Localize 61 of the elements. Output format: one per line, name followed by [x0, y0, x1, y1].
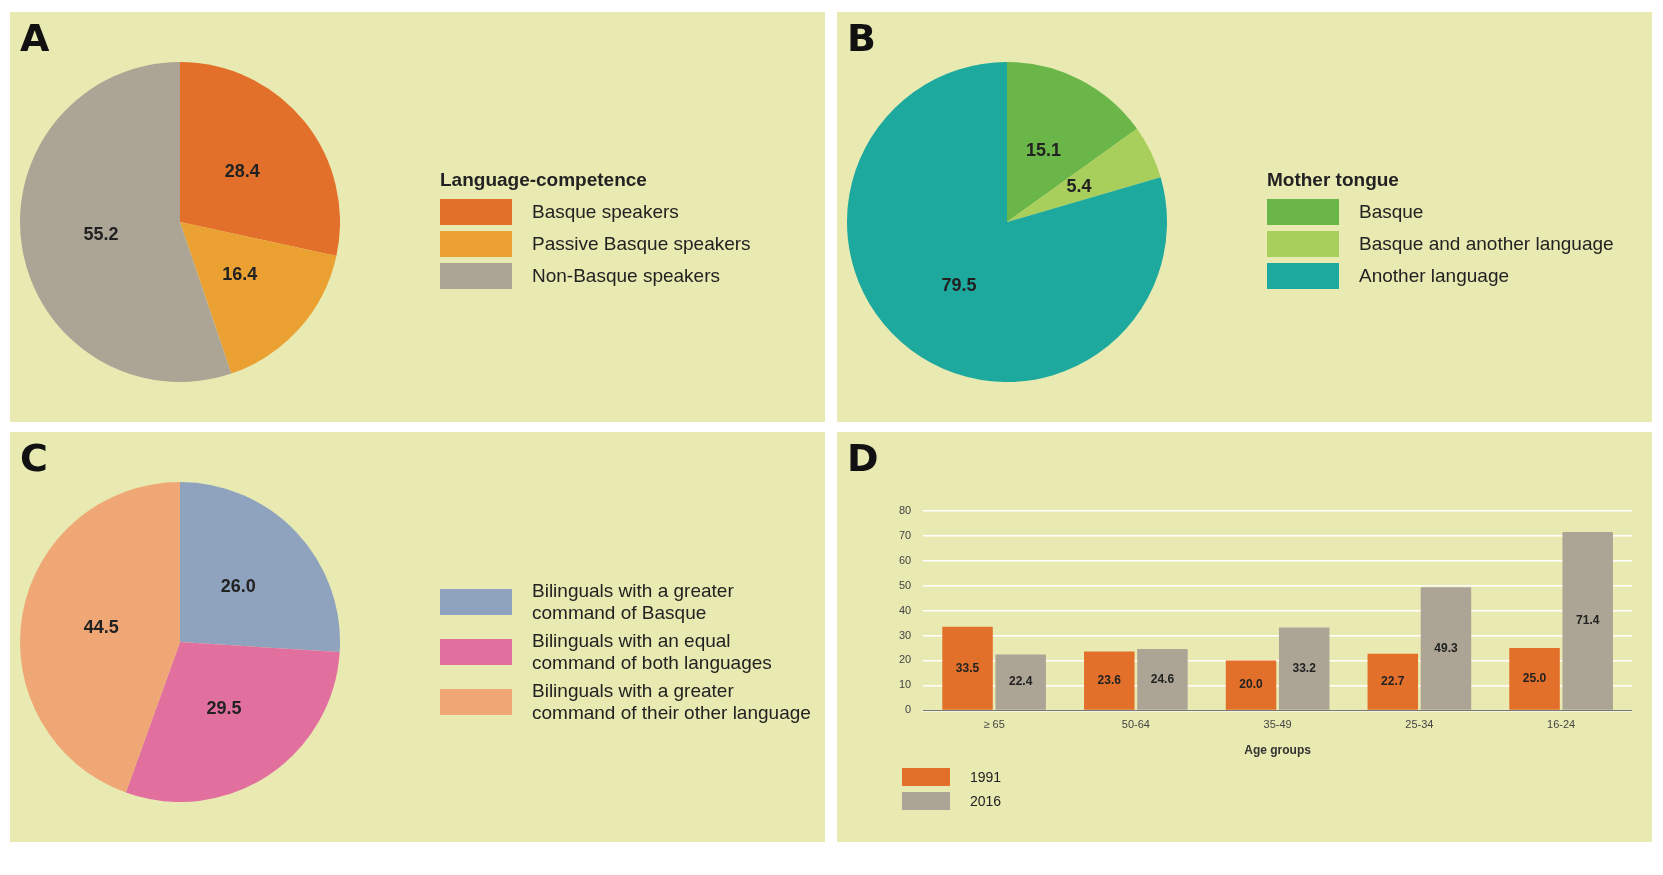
data-label: 24.6	[1150, 671, 1175, 686]
legend-label: Passive Basque speakers	[532, 233, 751, 255]
y-tick-label: 50	[898, 578, 912, 591]
chart-title: A	[20, 16, 50, 60]
y-tick-label: 30	[898, 628, 912, 641]
legend-label: Bilinguals with an equal command of both languages	[532, 630, 773, 674]
x-tick-label: 35-49	[1263, 718, 1292, 731]
y-tick-label: 10	[898, 678, 912, 691]
data-label: 55.2	[83, 223, 119, 244]
legend-label: Basque and another language	[1359, 233, 1614, 255]
data-label: 22.4	[1009, 674, 1033, 689]
y-tick-label: 0	[905, 703, 912, 716]
data-label: 26.0	[220, 576, 256, 597]
legend-label: 2016	[970, 793, 1002, 809]
data-label: 20.0	[1239, 677, 1264, 692]
bar	[1562, 532, 1613, 710]
bar	[1137, 648, 1188, 710]
y-tick-label: 20	[898, 653, 912, 666]
data-label: 33.5	[955, 660, 980, 675]
chart-title: D	[847, 436, 879, 480]
x-tick-label: ≥ 65	[983, 718, 1005, 731]
data-label: 71.4	[1576, 613, 1600, 628]
data-label: 22.7	[1381, 673, 1405, 688]
x-axis-title: Age groups	[1244, 743, 1312, 758]
bar	[995, 654, 1046, 710]
legend-label: Bilinguals with a greater command of their other language	[532, 680, 812, 724]
y-tick-label: 60	[898, 553, 912, 566]
x-tick-label: 50-64	[1121, 718, 1150, 731]
x-tick-label: 16-24	[1547, 718, 1576, 731]
legend-title: Language-competence	[440, 169, 648, 191]
chart-title: C	[20, 436, 48, 480]
legend-title: Mother tongue	[1267, 169, 1400, 191]
data-label: 23.6	[1097, 672, 1122, 687]
data-label: 29.5	[206, 697, 242, 718]
x-tick-label: 25-34	[1405, 718, 1434, 731]
y-tick-label: 80	[898, 503, 912, 516]
y-tick-label: 70	[898, 528, 912, 541]
chart-title: B	[847, 16, 876, 60]
bar	[1225, 660, 1277, 710]
legend-label: 1991	[970, 769, 1002, 785]
bar	[1084, 651, 1135, 710]
bar	[1509, 647, 1560, 710]
data-label: 16.4	[222, 264, 258, 285]
data-label: 49.3	[1434, 640, 1458, 655]
data-label: 79.5	[941, 274, 977, 295]
y-tick-label: 40	[898, 603, 912, 616]
bar	[1278, 627, 1330, 710]
data-label: 44.5	[83, 617, 119, 638]
bar	[942, 626, 993, 710]
legend-label: Basque	[1359, 201, 1424, 223]
data-label: 15.1	[1026, 139, 1062, 160]
legend-label: Basque speakers	[532, 201, 679, 223]
data-label: 33.2	[1292, 660, 1317, 675]
data-label: 5.4	[1066, 176, 1092, 196]
data-label: 25.0	[1522, 671, 1547, 686]
bar	[1367, 653, 1419, 710]
bar	[1420, 587, 1472, 710]
data-label: 28.4	[224, 160, 260, 181]
legend-label: Another language	[1359, 265, 1510, 287]
legend-label: Bilinguals with a greater command of Basque	[532, 580, 735, 624]
legend-label: Non-Basque speakers	[532, 265, 720, 287]
